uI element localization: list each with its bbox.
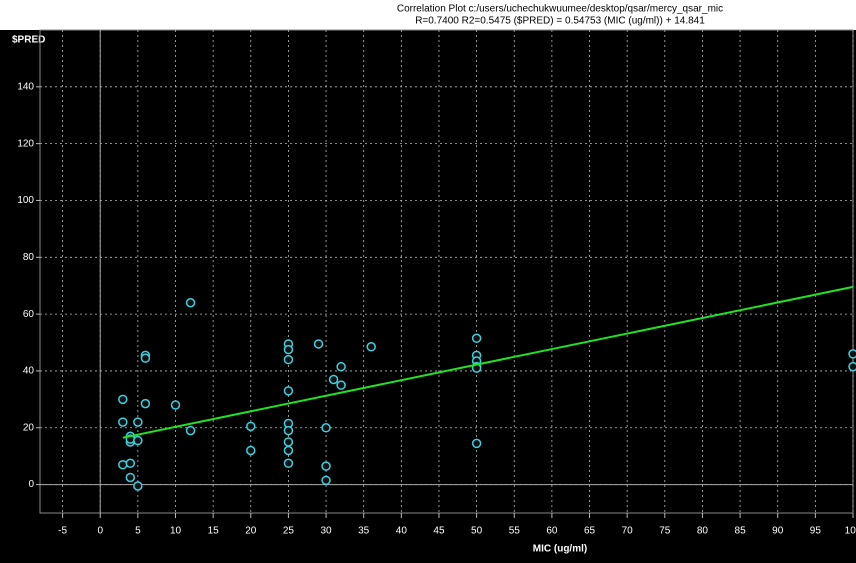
x-tick-label: -5: [58, 526, 67, 537]
data-point: [246, 421, 256, 432]
data-point: [321, 475, 331, 486]
data-point: [185, 298, 196, 308]
chart-title: Correlation Plot c:/users/uchechukwuumee…: [397, 4, 723, 15]
data-point: [471, 333, 482, 344]
data-point: [118, 417, 128, 427]
fit-line: [122, 285, 854, 439]
data-point: [133, 481, 143, 491]
data-point: [140, 353, 151, 363]
x-tick-label: 50: [471, 526, 483, 537]
data-point: [125, 458, 136, 469]
data-point: [118, 459, 128, 470]
x-tick-label: 75: [659, 526, 671, 537]
y-tick-label: 120: [17, 138, 34, 149]
data-point: [283, 437, 294, 447]
x-tick-label: 30: [320, 526, 332, 537]
data-point: [185, 425, 196, 436]
x-axis-label: MIC (ug/ml): [533, 544, 587, 555]
y-tick-label: 80: [23, 252, 35, 263]
plot-frame: [39, 29, 854, 514]
data-point: [133, 435, 143, 446]
data-point: [848, 349, 856, 359]
x-tick-label: 100: [845, 526, 856, 537]
x-tick-label: 35: [358, 526, 370, 537]
x-tick-label: 45: [433, 526, 445, 537]
data-point: [283, 445, 294, 456]
data-point: [170, 400, 181, 410]
data-point: [321, 461, 331, 471]
x-tick-label: 70: [622, 526, 634, 537]
x-tick-label: 95: [810, 526, 822, 537]
y-tick-label: 140: [17, 81, 34, 92]
x-tick-label: 20: [245, 526, 257, 537]
x-tick-label: 10: [170, 526, 182, 537]
data-point: [283, 386, 294, 396]
x-tick-label: 0: [97, 526, 103, 537]
data-point: [366, 342, 376, 352]
x-tick-label: 85: [735, 526, 747, 537]
y-axis-label: $PRED: [12, 35, 45, 46]
chart-subtitle: R=0.7400 R2=0.5475 ($PRED) = 0.54753 (MI…: [415, 16, 705, 27]
y-tick-label: 40: [23, 366, 35, 377]
x-tick-label: 65: [584, 526, 596, 537]
data-point: [471, 438, 482, 449]
data-point: [140, 398, 151, 409]
data-point: [336, 361, 346, 372]
data-point: [283, 458, 294, 469]
data-point: [133, 417, 143, 427]
data-point: [848, 361, 856, 372]
data-point: [283, 425, 294, 436]
data-point: [283, 354, 294, 365]
data-point: [118, 394, 128, 405]
data-point: [313, 339, 324, 349]
x-tick-label: 40: [396, 526, 408, 537]
x-tick-label: 5: [135, 526, 141, 537]
x-tick-label: 90: [772, 526, 784, 537]
x-tick-label: 60: [546, 526, 558, 537]
data-point: [336, 380, 346, 390]
x-tick-label: 15: [208, 526, 220, 537]
data-point: [321, 423, 331, 433]
data-point: [246, 445, 256, 456]
y-tick-label: 100: [17, 195, 34, 206]
x-tick-label: 80: [697, 526, 709, 537]
y-tick-label: 60: [23, 309, 35, 320]
title-strip: [0, 0, 856, 30]
data-point: [125, 472, 136, 483]
y-tick-label: 0: [28, 479, 34, 490]
data-point: [283, 344, 294, 355]
y-tick-label: 20: [23, 422, 35, 433]
x-tick-label: 55: [509, 526, 521, 537]
x-tick-label: 25: [283, 526, 295, 537]
data-point: [328, 374, 339, 385]
